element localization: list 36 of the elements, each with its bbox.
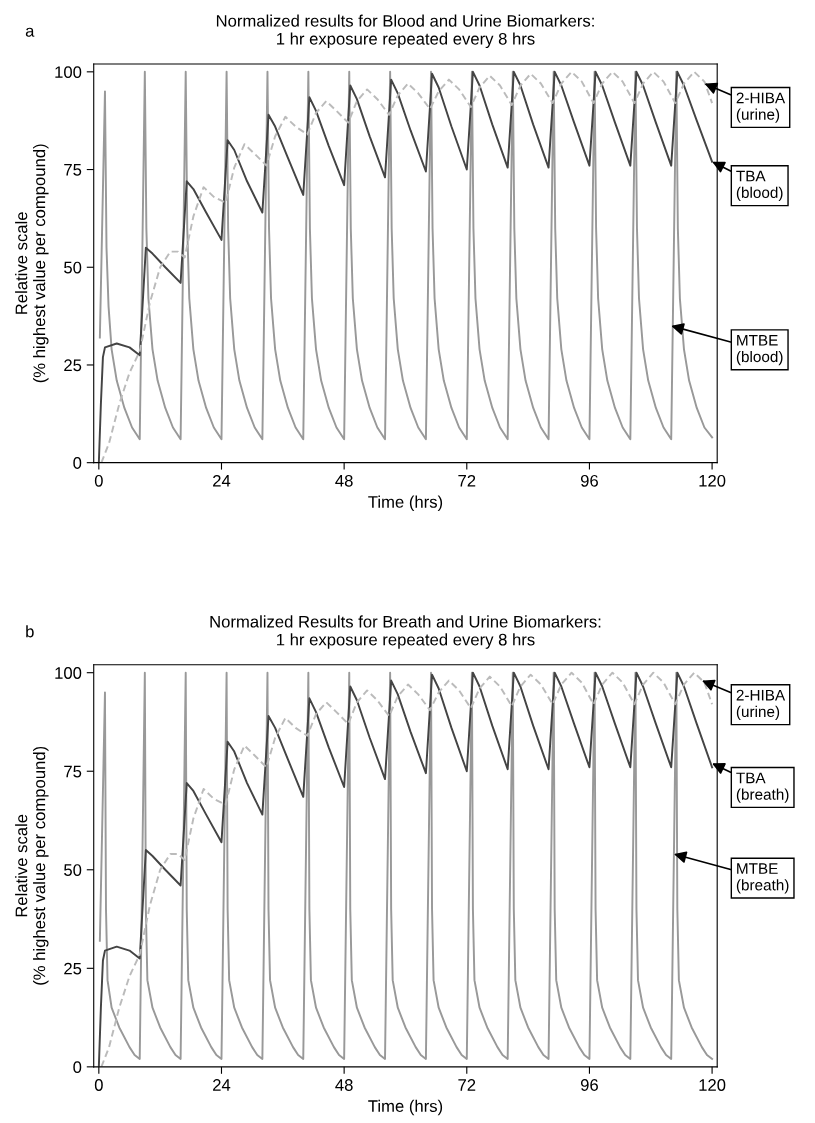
annotation: 2-HIBA (urine) bbox=[736, 689, 786, 721]
y-tick-label: 100 bbox=[55, 667, 82, 679]
y-tick-label: 25 bbox=[64, 962, 82, 975]
x-tick-label: 48 bbox=[335, 1079, 353, 1091]
y-tick-label: 0 bbox=[73, 1061, 82, 1074]
y-tick-label: 50 bbox=[64, 864, 82, 876]
x-tick-label: 24 bbox=[213, 1079, 231, 1091]
text: b bbox=[26, 625, 34, 638]
x-tick-label: 48 bbox=[335, 474, 353, 487]
y-axis-title: Relative scale (% highest value per compound) bbox=[15, 144, 49, 383]
x-tick-label: 72 bbox=[458, 474, 476, 487]
y-tick-label: 75 bbox=[64, 765, 82, 778]
y-tick-label: 25 bbox=[64, 359, 82, 372]
x-tick-label: 96 bbox=[580, 1079, 598, 1091]
annotation: MTBE (breath) bbox=[736, 863, 789, 894]
y-tick-label: 75 bbox=[64, 164, 82, 176]
x-tick-label: 24 bbox=[213, 474, 231, 487]
annotation: MTBE (blood) bbox=[736, 335, 783, 366]
x-tick-label: 0 bbox=[94, 1079, 103, 1091]
y-tick-label: 50 bbox=[64, 261, 82, 274]
x-tick-label: 72 bbox=[458, 1079, 476, 1091]
annotation: TBA (breath) bbox=[736, 772, 789, 803]
y-tick-label: 100 bbox=[55, 66, 82, 79]
x-tick-label: 96 bbox=[580, 474, 598, 487]
x-axis-title: Time (hrs) bbox=[368, 495, 443, 512]
text: a bbox=[25, 27, 35, 37]
x-tick-label: 120 bbox=[699, 1079, 726, 1091]
y-tick-label: 0 bbox=[73, 457, 82, 469]
annotation: TBA (blood) bbox=[736, 170, 783, 201]
chart-title: Normalized results for Blood and Urine Biomarkers: 1 hr exposure repeated every 8 hrs bbox=[216, 14, 594, 49]
chart-title: Normalized Results for Breath and Urine Biomarkers: 1 hr exposure repeated every 8 hrs bbox=[210, 615, 601, 649]
x-axis-title: Time (hrs) bbox=[368, 1099, 443, 1116]
y-axis-title: Relative scale (% highest value per compound) bbox=[15, 746, 49, 985]
annotation: 2-HIBA (urine) bbox=[736, 92, 786, 123]
x-tick-label: 0 bbox=[94, 474, 103, 487]
x-tick-label: 120 bbox=[699, 474, 726, 487]
